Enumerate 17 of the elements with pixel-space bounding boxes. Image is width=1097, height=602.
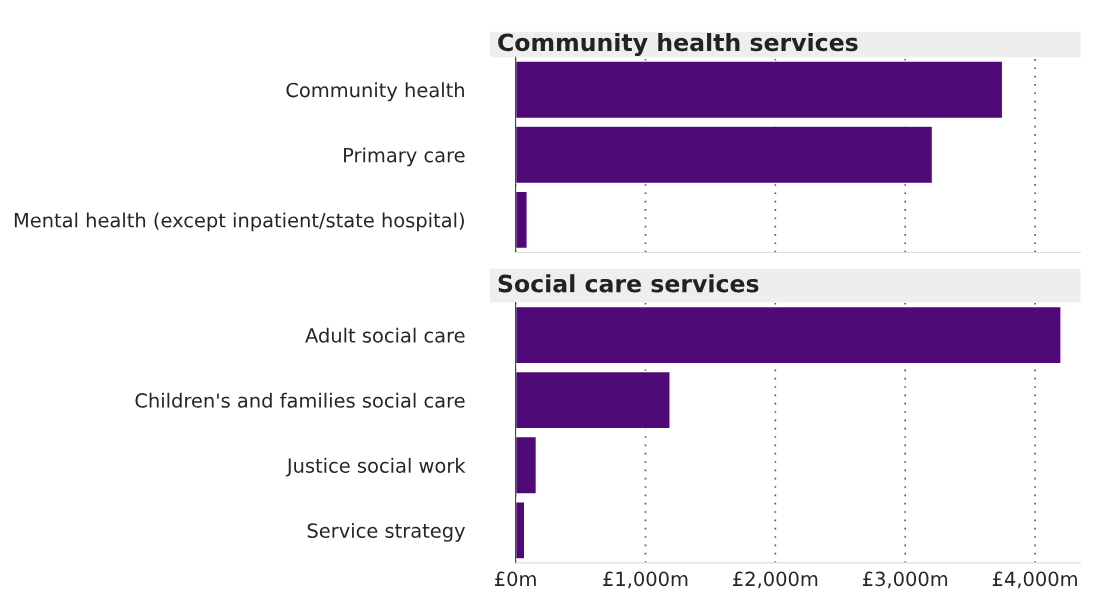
x-tick-label: £1,000m: [603, 571, 688, 589]
x-tick-label: £4,000m: [992, 571, 1077, 589]
y-tick-label: Service strategy: [307, 522, 466, 542]
y-tick-label: Mental health (except inpatient/state hospital): [14, 212, 464, 232]
y-tick-label: Adult social care: [305, 327, 465, 343]
y-tick-label: Community health: [286, 82, 464, 102]
bar: [515, 370, 671, 430]
bar: [515, 435, 538, 495]
chart-title: Community health services: [498, 32, 858, 57]
bar: [515, 500, 526, 560]
chart-title: Social care services: [498, 274, 759, 293]
x-tick-label: £2,000m: [733, 571, 818, 589]
x-tick-label: £3,000m: [862, 571, 948, 589]
y-tick-label: Children's and families social care: [135, 392, 465, 408]
y-tick-label: Justice social work: [285, 457, 466, 477]
x-tick-label: £0m: [494, 571, 536, 587]
y-tick-label: Primary care: [344, 147, 465, 167]
